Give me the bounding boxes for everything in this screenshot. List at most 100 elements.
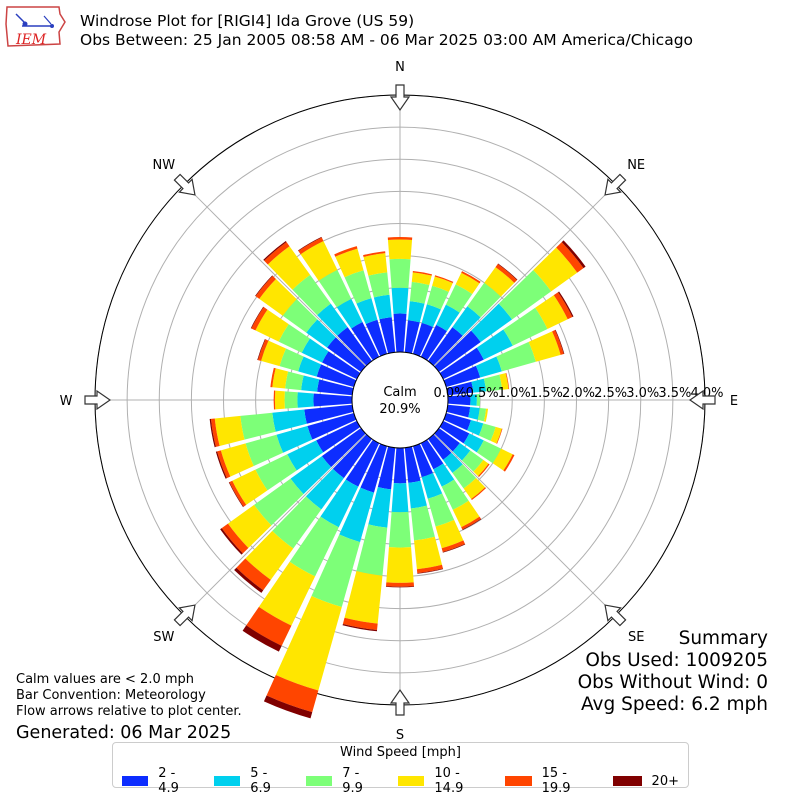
wind-bar-segment <box>259 278 297 316</box>
wind-bar-segment <box>298 236 322 252</box>
wind-bar-segment <box>385 582 415 587</box>
legend-item: 7 - 9.9 <box>306 766 380 796</box>
wind-bar-segment <box>321 428 366 468</box>
wind-bar-segment <box>393 313 407 353</box>
wind-bar-segment <box>279 348 304 372</box>
legend-swatch <box>612 776 642 786</box>
wind-bar-segment <box>452 464 477 489</box>
wind-bar-segment <box>483 374 503 392</box>
wind-bar-segment <box>385 586 415 588</box>
wind-bar-segment <box>339 487 374 543</box>
wind-bar-segment <box>210 418 220 447</box>
wind-bar-segment <box>503 454 515 472</box>
wind-bar-segment <box>470 394 477 406</box>
summary-panel: Summary Obs Used: 1009205 Obs Without Wi… <box>578 628 768 716</box>
wind-bar-segment <box>300 240 338 281</box>
wind-bar-segment <box>434 275 454 284</box>
wind-bars <box>209 236 586 719</box>
legend-swatch <box>306 776 333 786</box>
grid-spoke <box>183 183 367 367</box>
wind-bar-segment <box>412 322 433 357</box>
wind-bar-segment <box>290 456 332 495</box>
wind-bar-segment <box>421 304 441 327</box>
wind-bar-segment <box>476 329 513 360</box>
wind-bar-segment <box>452 306 481 336</box>
wind-bar-segment <box>274 390 285 410</box>
legend-label: 10 - 14.9 <box>434 766 464 796</box>
wind-bar-segment <box>533 247 578 292</box>
legend-title: Wind Speed [mph] <box>340 745 461 760</box>
wind-bar-segment <box>447 394 471 406</box>
flow-arrow-icon <box>604 173 627 196</box>
generated-date: Generated: 06 Mar 2025 <box>16 723 232 743</box>
wind-bar-segment <box>261 340 286 367</box>
wind-bar-segment <box>435 519 464 549</box>
wind-bar-segment <box>257 339 269 361</box>
wind-bar-segment <box>499 373 509 390</box>
wind-bar-segment <box>461 271 481 284</box>
wind-bar-segment <box>313 393 353 407</box>
radial-tick-label: 3.0% <box>626 386 659 401</box>
grid-spoke <box>183 433 367 617</box>
wind-bar-segment <box>443 452 463 473</box>
wind-bar-segment <box>475 356 502 378</box>
wind-bar-segment <box>278 324 310 353</box>
wind-bar-segment <box>263 695 313 719</box>
wind-bar-segment <box>492 448 513 471</box>
wind-bar-segment <box>558 291 574 318</box>
wind-bar-segment <box>389 258 411 289</box>
wind-bar-segment <box>410 505 435 541</box>
wind-bar-segment <box>335 248 364 278</box>
summary-obs-used: Obs Used: 1009205 <box>585 650 768 671</box>
wind-bar-segment <box>297 392 314 408</box>
wind-bar-segment <box>368 486 392 528</box>
wind-bar-segment <box>316 420 361 453</box>
wind-bar-segment <box>490 426 502 444</box>
wind-bar-segment <box>434 428 460 452</box>
wind-bar-segment <box>301 338 329 363</box>
wind-bar-segment <box>245 434 284 467</box>
svg-text:IEM: IEM <box>15 32 47 48</box>
wind-bar-segment <box>344 571 383 624</box>
wind-bar-segment <box>236 558 271 591</box>
wind-bar-segment <box>528 331 561 362</box>
flow-arrow-icon <box>84 389 112 411</box>
wind-bar-segment <box>232 469 268 505</box>
wind-bar-segment <box>316 364 357 388</box>
wind-bar-segment <box>496 341 536 372</box>
legend-label: 15 - 19.9 <box>541 766 571 796</box>
wind-bar-segment <box>441 479 469 510</box>
wind-bar-segment <box>391 483 409 513</box>
wind-bar-segment <box>477 407 487 422</box>
wind-bar-segment <box>276 426 313 453</box>
wind-bar-segment <box>255 275 276 299</box>
wind-bar-segment <box>503 307 548 346</box>
wind-bar-segment <box>301 375 320 392</box>
wind-bar-segment <box>245 530 294 580</box>
wind-bar-segment <box>234 567 264 593</box>
wind-bar-segment <box>443 412 471 431</box>
wind-bar-segment <box>365 319 388 357</box>
calm-value: 20.9% <box>379 402 420 417</box>
wind-bar-segment <box>445 284 473 313</box>
wind-bar-segment <box>220 443 254 477</box>
wind-bar-segment <box>436 304 460 332</box>
legend-swatch <box>122 776 149 786</box>
wind-bar-segment <box>497 263 518 281</box>
flow-arrow-icon <box>389 688 411 716</box>
wind-bar-segment <box>267 246 311 290</box>
wind-bar-segment <box>455 272 480 295</box>
wind-bar-segment <box>272 496 322 549</box>
wind-bar-segment <box>556 242 584 273</box>
wind-bar-segment <box>535 295 568 330</box>
direction-label: N <box>395 60 405 75</box>
wind-bar-segment <box>452 500 480 528</box>
speed-legend: Wind Speed [mph] 2 - 4.9 5 - 6.9 7 - 9.9 10… <box>112 742 689 796</box>
wind-bar-segment <box>220 528 243 555</box>
legend-items: 2 - 4.9 5 - 6.9 7 - 9.9 10 - 14.9 15 - 19.9 2… <box>113 766 688 796</box>
radial-tick-label: 2.5% <box>594 386 627 401</box>
wind-bar-segment <box>287 440 324 471</box>
wind-bar-segment <box>421 473 443 499</box>
wind-bar-segment <box>404 446 421 483</box>
